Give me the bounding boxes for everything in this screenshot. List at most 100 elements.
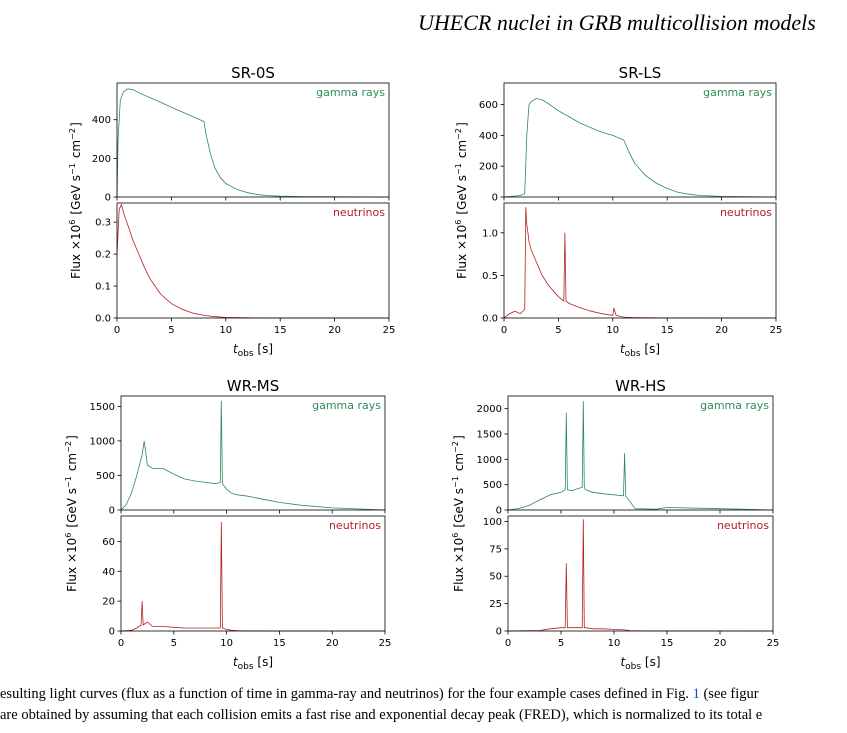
x-tick-label: 5: [168, 325, 174, 336]
caption-line-1-post: (see figur: [699, 686, 759, 702]
gamma-legend-label: gamma rays: [700, 399, 769, 412]
x-tick-label: 0: [505, 638, 511, 649]
axes-frame: [503, 202, 777, 319]
neutrino-axes: 0 20 40 60 0 5 10 15 20 25 neutrinos: [102, 515, 392, 649]
gamma-axes: 0 500 1000 1500 gamma rays: [90, 395, 386, 517]
x-tick-label: 10: [220, 638, 233, 649]
y-tick-label: 500: [483, 480, 502, 491]
y-axis-label: Flux ×106 [GeV s−1 cm−2 ]: [64, 435, 79, 592]
x-tick-label: 5: [558, 638, 564, 649]
x-tick-label: 10: [608, 638, 621, 649]
y-tick-label: 0: [496, 627, 502, 638]
y-tick-label: 0.2: [95, 250, 111, 261]
panel-wr-ms: WR-MS 0 500 1000 1500 gamma rays 0 20 40 60 0 5 10 15…: [64, 377, 391, 672]
y-tick-label: 0.0: [482, 314, 498, 325]
y-tick-label: 1000: [477, 455, 502, 466]
y-tick-label: 0.5: [482, 271, 498, 282]
neutrino-series-line: [507, 519, 774, 632]
x-tick-label: 5: [555, 325, 561, 336]
neutrino-legend-label: neutrinos: [717, 519, 769, 532]
running-title: UHECR nuclei in GRB multicollision model…: [418, 10, 816, 35]
neutrino-axes: 0.0 0.5 1.0 0 5 10 15 20 25 neutrinos: [482, 202, 783, 336]
y-tick-label: 0.3: [95, 218, 111, 229]
gamma-axes: 0 200 400 600 gamma rays: [479, 82, 777, 204]
x-tick-label: 25: [383, 325, 396, 336]
x-tick-label: 20: [714, 638, 727, 649]
y-tick-label: 0: [492, 193, 498, 204]
y-tick-label: 25: [489, 599, 502, 610]
x-tick-label: 20: [328, 325, 341, 336]
x-tick-label: 15: [274, 325, 287, 336]
gamma-series-line: [120, 400, 386, 511]
x-tick-label: 25: [379, 638, 392, 649]
axes-frame: [116, 202, 390, 319]
x-axis-label: tobs [s]: [620, 342, 660, 359]
y-tick-label: 1000: [90, 436, 115, 447]
y-tick-label: 75: [489, 544, 502, 555]
x-tick-label: 15: [661, 325, 674, 336]
y-tick-label: 1500: [477, 430, 502, 441]
axes-frame: [120, 515, 386, 632]
axes-frame: [507, 515, 774, 632]
y-tick-label: 600: [479, 100, 498, 111]
axes-frame: [503, 82, 777, 198]
y-tick-label: 0.0: [95, 314, 111, 325]
y-tick-label: 100: [483, 517, 502, 528]
x-tick-label: 0: [118, 638, 124, 649]
neutrino-axes: 0.0 0.1 0.2 0.3 0 5 10 15 20 25 neutrinos: [95, 202, 396, 336]
neutrino-series-line: [120, 521, 385, 632]
panel-title: SR-0S: [231, 64, 275, 82]
panel-sr-ls: SR-LS 0 200 400 600 gamma rays 0.0 0.5 1.0 0 5 10 15…: [454, 64, 782, 359]
panel-title: WR-HS: [615, 377, 666, 395]
y-tick-label: 1.0: [482, 228, 498, 239]
y-tick-label: 400: [479, 131, 498, 142]
x-tick-label: 25: [770, 325, 783, 336]
gamma-axes: 0 500 1000 1500 2000 gamma rays: [477, 395, 774, 517]
neutrino-legend-label: neutrinos: [333, 206, 385, 219]
neutrino-axes: 0 25 50 75 100 0 5 10 15 20 25 neutrinos: [483, 515, 780, 649]
panel-sr-0s: SR-0S 0 200 400 gamma rays 0.0 0.1 0.2 0.3 0 5 10 15…: [68, 64, 395, 359]
x-axis-label: tobs [s]: [620, 655, 660, 672]
panel-title: WR-MS: [227, 377, 280, 395]
figure-caption: esulting light curves (flux as a functio…: [0, 684, 847, 726]
y-tick-label: 50: [489, 572, 502, 583]
neutrino-legend-label: neutrinos: [720, 206, 772, 219]
y-tick-label: 20: [102, 597, 115, 608]
x-tick-label: 25: [767, 638, 780, 649]
x-tick-label: 15: [273, 638, 286, 649]
gamma-legend-label: gamma rays: [316, 86, 385, 99]
y-tick-label: 400: [92, 115, 111, 126]
y-tick-label: 1500: [90, 402, 115, 413]
gamma-axes: 0 200 400 gamma rays: [92, 82, 390, 204]
neutrino-series-line: [503, 207, 777, 319]
y-tick-label: 40: [102, 567, 115, 578]
x-axis-label: tobs [s]: [233, 655, 273, 672]
y-tick-label: 0: [105, 193, 111, 204]
x-tick-label: 20: [326, 638, 339, 649]
y-tick-label: 60: [102, 537, 115, 548]
y-axis-label: Flux ×106 [GeV s−1 cm−2 ]: [454, 122, 469, 279]
panel-title: SR-LS: [619, 64, 662, 82]
caption-line-2: are obtained by assuming that each colli…: [0, 707, 763, 723]
neutrino-series-line: [116, 203, 389, 319]
y-tick-label: 0: [109, 627, 115, 638]
axes-frame: [120, 395, 386, 511]
y-tick-label: 2000: [477, 404, 502, 415]
y-axis-label: Flux ×106 [GeV s−1 cm−2 ]: [451, 435, 466, 592]
neutrino-legend-label: neutrinos: [329, 519, 381, 532]
y-tick-label: 0.1: [95, 282, 111, 293]
y-tick-label: 500: [96, 471, 115, 482]
y-axis-label: Flux ×106 [GeV s−1 cm−2 ]: [68, 122, 83, 279]
x-tick-label: 10: [606, 325, 619, 336]
y-tick-label: 0: [496, 506, 502, 517]
gamma-series-line: [116, 88, 390, 198]
gamma-series-line: [507, 401, 774, 511]
figure-reference-link[interactable]: 1: [692, 686, 700, 702]
axes-frame: [507, 395, 774, 511]
x-tick-label: 0: [501, 325, 507, 336]
axes-frame: [116, 82, 390, 198]
x-tick-label: 15: [661, 638, 674, 649]
x-tick-label: 0: [114, 325, 120, 336]
